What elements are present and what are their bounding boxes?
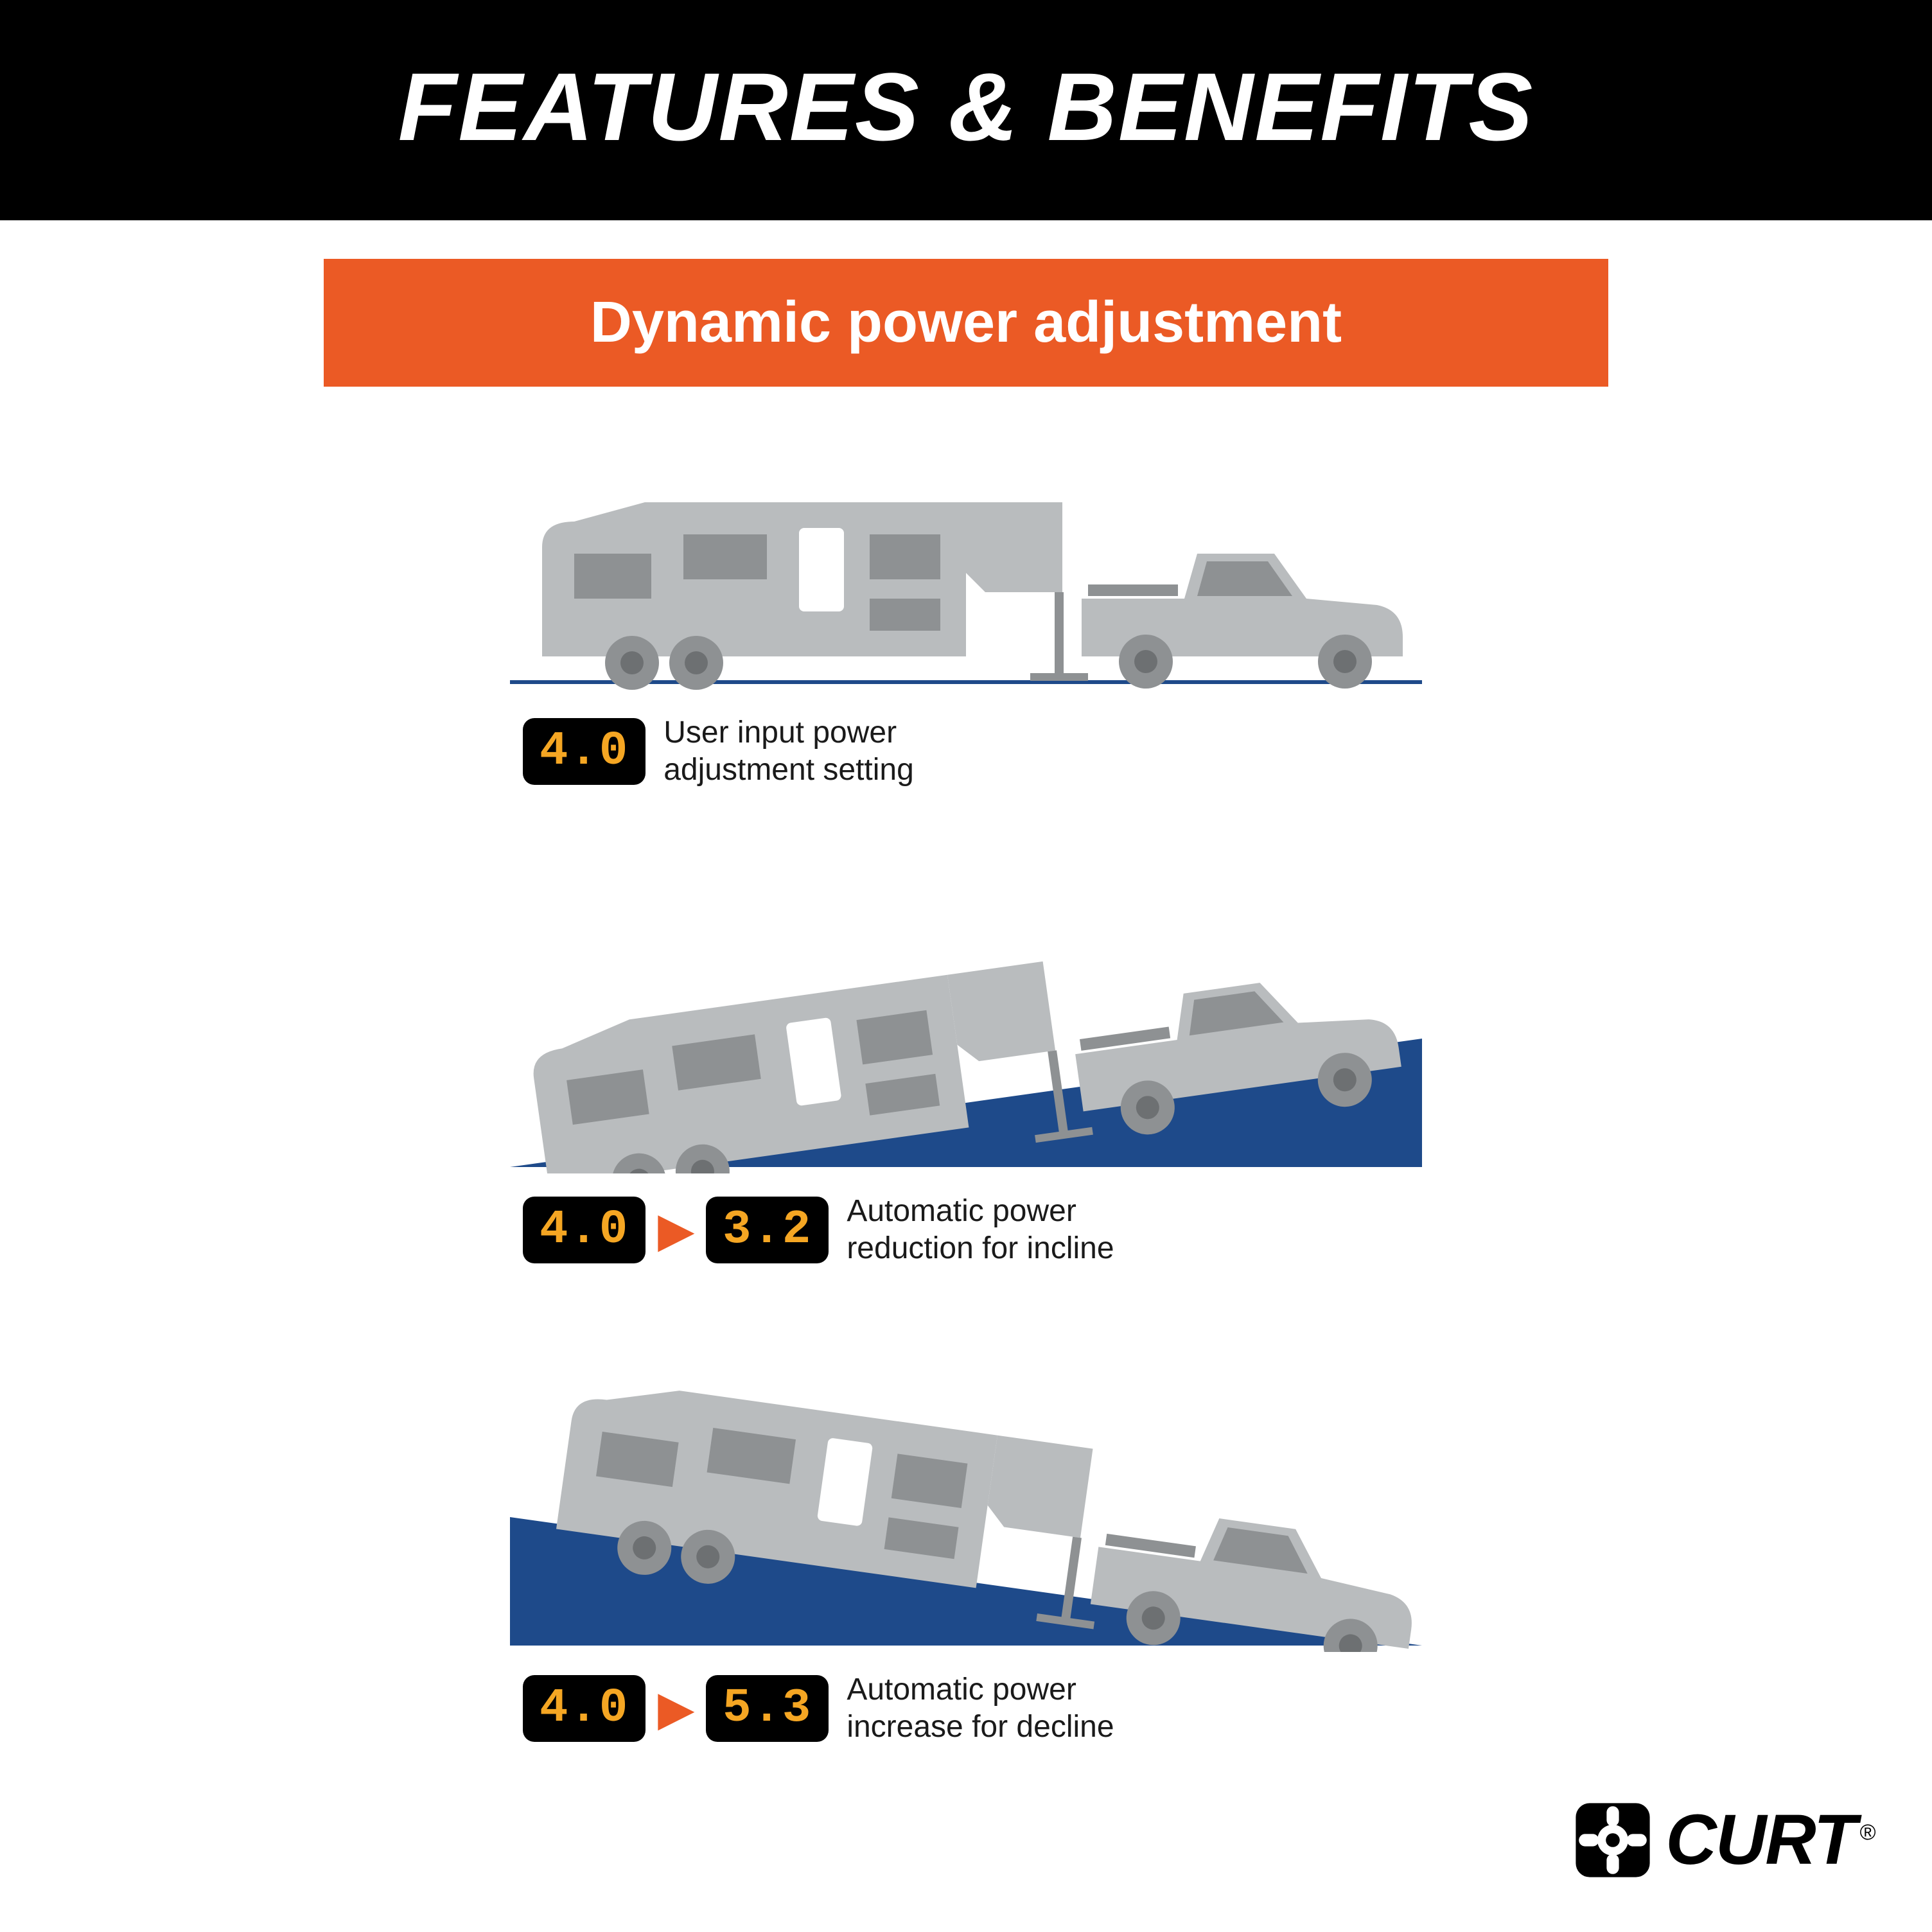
scene-flat-canvas: [465, 464, 1467, 695]
scene-incline-svg: [465, 891, 1467, 1173]
scene-decline-canvas: [465, 1369, 1467, 1652]
display-value-1: 4.0: [523, 1197, 645, 1263]
scene-flat: 4.0 User input power adjustment setting: [465, 464, 1467, 788]
trailer-icon: [542, 502, 1088, 690]
scene-decline-svg: [465, 1369, 1467, 1652]
scene-flat-label-row: 4.0 User input power adjustment setting: [523, 714, 1467, 788]
display-value-1: 4.0: [523, 718, 645, 785]
scene-incline-label: Automatic power reduction for incline: [847, 1193, 1114, 1267]
arrow-icon: ▶: [658, 1204, 693, 1256]
scene-incline: 4.0 ▶ 3.2 Automatic power reduction for …: [465, 891, 1467, 1267]
logo-icon: [1574, 1802, 1651, 1879]
display-value-1: 4.0: [523, 1675, 645, 1742]
truck-icon: [1082, 554, 1403, 689]
display-value-2: 5.3: [706, 1675, 829, 1742]
scene-decline: 4.0 ▶ 5.3 Automatic power increase for d…: [465, 1369, 1467, 1745]
scene-decline-label-row: 4.0 ▶ 5.3 Automatic power increase for d…: [523, 1671, 1467, 1745]
scene-decline-label: Automatic power increase for decline: [847, 1671, 1114, 1745]
brand-logo: CURT®: [1574, 1799, 1874, 1881]
scene-flat-label: User input power adjustment setting: [663, 714, 914, 788]
arrow-icon: ▶: [658, 1682, 693, 1735]
page-title: FEATURES & BENEFITS: [0, 51, 1932, 162]
scene-flat-svg: [465, 464, 1467, 695]
header-bar: FEATURES & BENEFITS: [0, 0, 1932, 220]
logo-text: CURT®: [1665, 1799, 1874, 1881]
subheader-title: Dynamic power adjustment: [324, 290, 1608, 356]
scene-incline-label-row: 4.0 ▶ 3.2 Automatic power reduction for …: [523, 1193, 1467, 1267]
subheader-bar: Dynamic power adjustment: [324, 259, 1608, 387]
display-value-2: 3.2: [706, 1197, 829, 1263]
scene-incline-canvas: [465, 891, 1467, 1173]
